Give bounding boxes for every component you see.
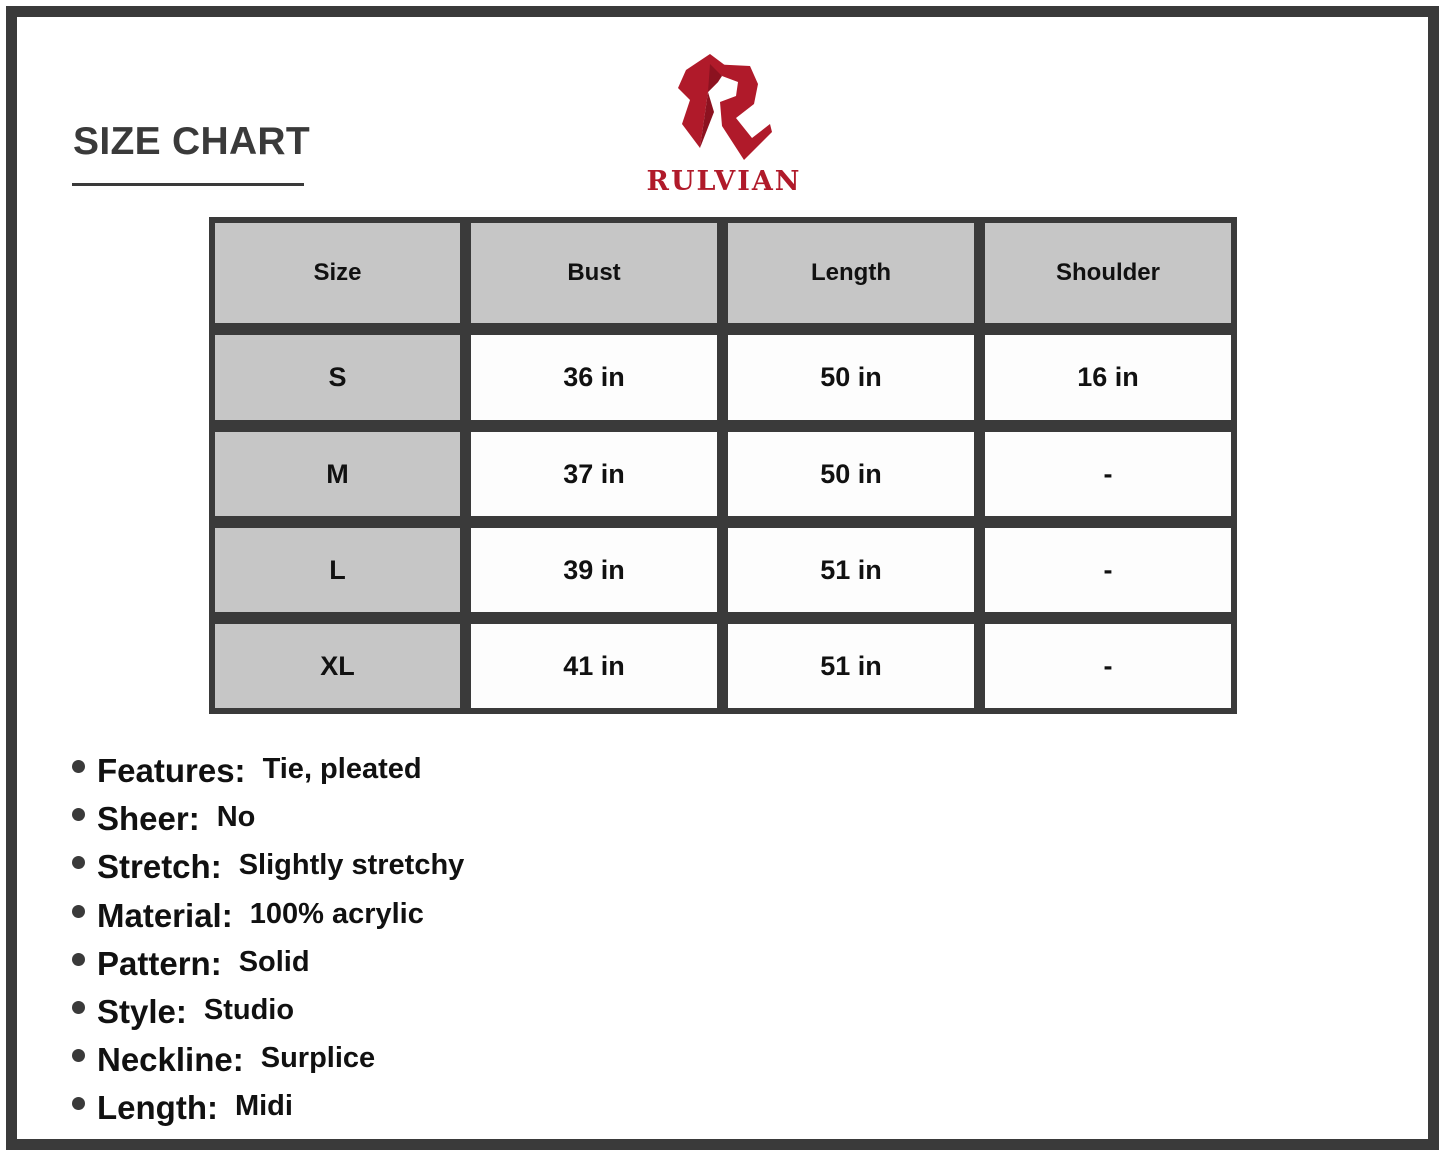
feature-item: Sheer: No (72, 800, 464, 848)
feature-value: Midi (234, 1090, 293, 1123)
bullet-icon (72, 952, 85, 966)
bust-cell: 41 in (471, 624, 717, 708)
feature-value: Tie, pleated (262, 753, 422, 785)
bullet-icon (72, 808, 85, 822)
feature-list: Features: Tie, pleated Sheer: No Stretch: S… (72, 752, 464, 1138)
bust-cell: 39 in (471, 528, 717, 612)
feature-value: 100% acrylic (249, 897, 424, 930)
size-cell: L (215, 528, 460, 612)
r-logo-icon (678, 54, 772, 160)
feature-label: Material: (97, 896, 233, 934)
feature-value: Surplice (260, 1042, 376, 1075)
brand-logo: RULVIAN (626, 52, 822, 202)
header-length: Length (728, 223, 974, 323)
header-bust: Bust (471, 223, 717, 323)
feature-value: Solid (238, 945, 310, 978)
page-title: SIZE CHART (73, 120, 310, 163)
bullet-icon (72, 856, 85, 870)
feature-value: Studio (203, 993, 295, 1026)
feature-label: Style: (97, 992, 187, 1030)
size-cell: M (215, 432, 460, 516)
feature-item: Features: Tie, pleated (72, 752, 464, 800)
feature-item: Style: Studio (72, 993, 464, 1041)
feature-item: Stretch: Slightly stretchy (72, 848, 464, 896)
header-size: Size (215, 223, 460, 323)
bullet-icon (72, 1097, 85, 1111)
feature-label: Pattern: (97, 944, 222, 982)
length-cell: 51 in (728, 528, 974, 612)
feature-item: Neckline: Surplice (72, 1041, 464, 1089)
length-cell: 50 in (728, 432, 974, 516)
feature-value: Slightly stretchy (238, 849, 465, 882)
length-cell: 51 in (728, 624, 974, 708)
feature-label: Neckline: (97, 1041, 244, 1079)
bust-cell: 37 in (471, 432, 717, 516)
bust-cell: 36 in (471, 335, 717, 420)
feature-item: Length: Midi (72, 1089, 464, 1137)
shoulder-cell: - (985, 624, 1231, 708)
size-cell: XL (215, 624, 460, 708)
shoulder-cell: - (985, 528, 1231, 612)
title-underline (72, 183, 304, 186)
feature-value: No (216, 801, 256, 834)
bullet-icon (72, 760, 85, 773)
bullet-icon (72, 904, 85, 918)
brand-name: RULVIAN (646, 166, 802, 197)
feature-label: Features: (97, 752, 246, 789)
size-table: Size Bust Length Shoulder S 36 in 50 in … (209, 217, 1237, 714)
feature-label: Stretch: (97, 848, 222, 886)
shoulder-cell: 16 in (985, 335, 1231, 420)
size-cell: S (215, 335, 460, 420)
bullet-icon (72, 1049, 85, 1063)
feature-item: Material: 100% acrylic (72, 897, 464, 945)
length-cell: 50 in (728, 335, 974, 420)
feature-item: Pattern: Solid (72, 945, 464, 993)
feature-label: Sheer: (97, 800, 200, 838)
bullet-icon (72, 1000, 85, 1014)
feature-label: Length: (97, 1089, 218, 1127)
shoulder-cell: - (985, 432, 1231, 516)
header-shoulder: Shoulder (985, 223, 1231, 323)
